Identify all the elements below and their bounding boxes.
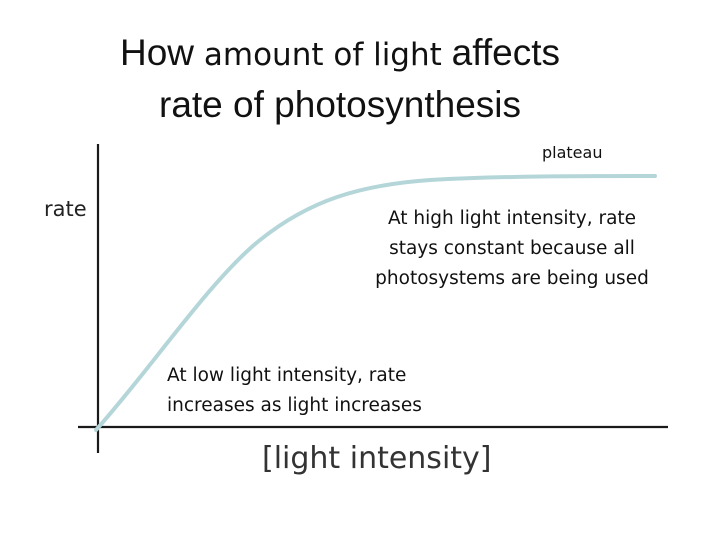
y-axis-label: rate [44,197,87,221]
low-intensity-annotation: At low light intensity, rate increases a… [167,361,422,421]
x-axis-label: [light intensity] [262,441,492,476]
title-words-middle: amount of light [194,37,452,73]
low-intensity-line-2: increases as light increases [167,395,422,416]
title-word-how: How [120,32,195,73]
low-intensity-line-1: At low light intensity, rate [167,365,407,386]
high-intensity-annotation: At high light intensity, rate stays cons… [375,208,649,289]
rate-curve [94,174,657,432]
diagram-title: How amount of light affects rate of phot… [0,28,680,130]
title-word-affects: affects [451,32,560,73]
title-line-2: rate of photosynthesis [159,84,521,125]
plateau-label: plateau [542,143,603,162]
